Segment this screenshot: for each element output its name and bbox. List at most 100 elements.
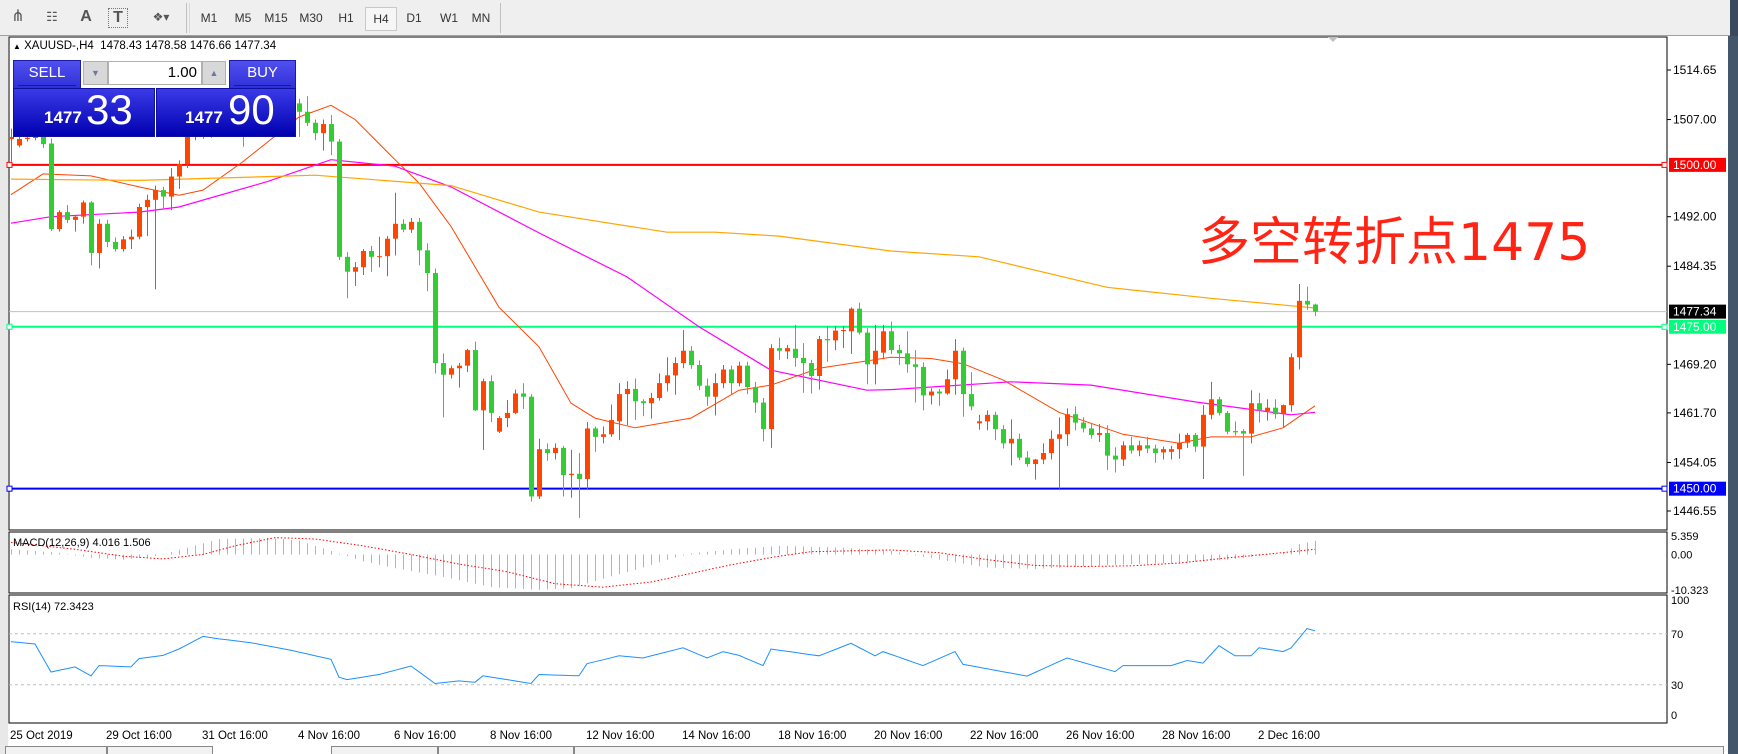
candle-body: [1113, 455, 1118, 460]
candle-body: [1153, 448, 1158, 454]
arrows-icon[interactable]: ❖▾: [152, 10, 170, 24]
text-label-icon[interactable]: A: [80, 8, 92, 25]
candle: [649, 392, 654, 419]
candle: [929, 388, 934, 405]
timeframe-m1[interactable]: M1: [200, 11, 218, 25]
candle: [985, 410, 990, 431]
chart-tab[interactable]: [438, 746, 574, 754]
candle-body: [1233, 431, 1238, 433]
candle-body: [153, 190, 158, 200]
candle-body: [57, 212, 62, 229]
collapse-triangle-icon[interactable]: ▲: [13, 42, 21, 51]
lot-size-input[interactable]: 1.00: [108, 61, 202, 85]
candle-body: [537, 449, 542, 497]
ma-mid-line: [10, 159, 1316, 416]
candle-body: [529, 396, 534, 497]
timeframe-d1[interactable]: D1: [406, 11, 422, 25]
buy-price-pips: 90: [228, 86, 275, 133]
buy-price-button[interactable]: 1477 90: [156, 86, 296, 137]
candle: [737, 361, 742, 387]
buy-button[interactable]: BUY: [229, 60, 296, 89]
candle-body: [969, 394, 974, 407]
sell-price-button[interactable]: 1477 33: [13, 86, 155, 137]
timeframe-h4[interactable]: H4: [365, 7, 397, 31]
timeframe-mn[interactable]: MN: [471, 11, 491, 25]
candle: [153, 185, 158, 290]
annotation-text[interactable]: 多空转折点1475: [1198, 213, 1591, 273]
candle-body: [33, 137, 38, 139]
candle-body: [1049, 438, 1054, 454]
candle-body: [1305, 300, 1310, 305]
candle: [761, 398, 766, 442]
level-handle: [6, 485, 13, 492]
candle: [833, 326, 838, 351]
candle: [1201, 405, 1206, 479]
current-price-tag: 1477.34: [1673, 305, 1717, 319]
candle: [1097, 423, 1102, 443]
candle: [361, 249, 366, 275]
candle-body: [81, 202, 86, 217]
candle-body: [721, 369, 726, 384]
candle: [817, 335, 822, 390]
candle: [1073, 406, 1078, 431]
candle: [1281, 404, 1286, 428]
candle: [313, 119, 318, 141]
candle: [369, 245, 374, 272]
chart-tab[interactable]: [5, 746, 107, 754]
timeframe-w1[interactable]: W1: [440, 11, 458, 25]
candle-body: [753, 387, 758, 403]
candle-body: [409, 221, 414, 230]
period-separator-icon[interactable]: ☷: [46, 9, 58, 24]
timeframe-m15[interactable]: M15: [264, 11, 288, 25]
candle-body: [577, 473, 582, 479]
chart-grid-icon[interactable]: ⋔: [11, 8, 25, 25]
candle-body: [833, 330, 838, 341]
candle-body: [441, 363, 446, 375]
chart-tab[interactable]: [331, 746, 438, 754]
candle-body: [321, 124, 326, 134]
candle-body: [1297, 300, 1302, 358]
sell-button[interactable]: SELL: [13, 60, 81, 89]
sell-label: SELL: [28, 64, 66, 81]
candle-body: [729, 369, 734, 384]
candle: [601, 426, 606, 444]
candle-body: [1009, 438, 1014, 444]
candle: [993, 411, 998, 441]
candle-body: [185, 132, 190, 165]
candle: [841, 326, 846, 349]
candle-body: [329, 124, 334, 142]
candle-body: [897, 350, 902, 354]
timeframe-h1[interactable]: H1: [338, 11, 354, 25]
rsi-axis-label: 30: [1671, 680, 1683, 692]
lot-decrease-button[interactable]: ▼: [83, 61, 108, 85]
candle: [529, 394, 534, 502]
candle: [753, 381, 758, 413]
candle-body: [865, 332, 870, 365]
candle: [73, 215, 78, 232]
level-price-tag-bg: [1669, 319, 1726, 334]
candle: [1089, 423, 1094, 439]
candle: [305, 96, 310, 127]
text-box-icon[interactable]: T: [108, 8, 128, 28]
timeframe-m5[interactable]: M5: [234, 11, 252, 25]
candle-body: [489, 381, 494, 413]
chart-shift-marker-icon: [1328, 37, 1338, 42]
candle-body: [513, 393, 518, 413]
chart-tab[interactable]: [107, 746, 213, 754]
candle-body: [737, 365, 742, 384]
candle-body: [785, 348, 790, 352]
candle-body: [1273, 407, 1278, 415]
candle: [577, 453, 582, 518]
chart-tab[interactable]: [574, 746, 1724, 754]
candle: [561, 445, 566, 497]
candle: [385, 236, 390, 277]
candle-body: [761, 402, 766, 430]
lot-increase-button[interactable]: ▲: [202, 61, 226, 85]
close-value: 1477.34: [234, 40, 277, 52]
candle: [905, 331, 910, 373]
candle: [977, 414, 982, 430]
candle: [1257, 392, 1262, 423]
time-axis-label: 2 Dec 16:00: [1258, 730, 1320, 742]
timeframe-m30[interactable]: M30: [299, 11, 323, 25]
candle-body: [105, 223, 110, 242]
